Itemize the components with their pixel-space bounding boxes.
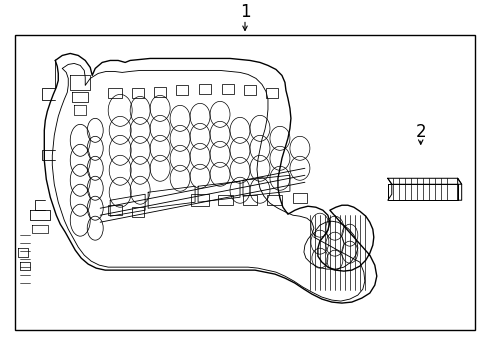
Bar <box>244 85 256 95</box>
Bar <box>266 89 278 98</box>
Bar <box>293 193 307 203</box>
Bar <box>132 207 144 217</box>
Bar <box>268 195 282 205</box>
Bar <box>222 84 234 94</box>
Bar <box>15 36 475 330</box>
Bar <box>191 194 209 206</box>
Bar <box>176 85 188 95</box>
Bar <box>108 205 122 215</box>
Bar <box>108 89 122 98</box>
Text: 1: 1 <box>240 3 250 21</box>
Bar <box>154 87 166 98</box>
Bar <box>199 84 211 94</box>
Text: 2: 2 <box>416 123 426 141</box>
Bar <box>132 89 144 98</box>
Bar <box>243 195 257 205</box>
Bar <box>218 195 233 205</box>
